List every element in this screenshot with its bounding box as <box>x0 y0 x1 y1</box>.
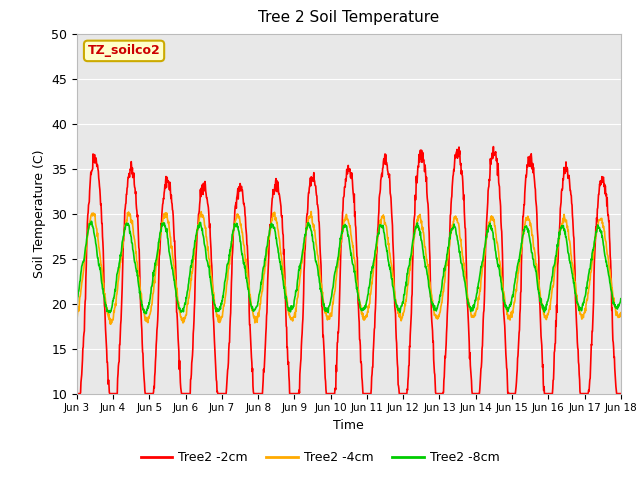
Line: Tree2 -4cm: Tree2 -4cm <box>77 212 621 324</box>
Text: TZ_soilco2: TZ_soilco2 <box>88 44 161 58</box>
Tree2 -2cm <box>553 302 561 308</box>
Tree2 -8cm <box>182 301 189 307</box>
Tree2 -8cm <box>142 311 150 316</box>
Tree2 -2cm <box>73 391 81 396</box>
Tree2 -4cm <box>195 222 202 228</box>
Legend: Tree2 -2cm, Tree2 -4cm, Tree2 -8cm: Tree2 -2cm, Tree2 -4cm, Tree2 -8cm <box>136 446 504 469</box>
Tree2 -8cm <box>73 300 81 306</box>
Title: Tree 2 Soil Temperature: Tree 2 Soil Temperature <box>258 11 440 25</box>
Tree2 -2cm <box>255 391 262 396</box>
X-axis label: Time: Time <box>333 419 364 432</box>
Tree2 -2cm <box>194 224 202 230</box>
Tree2 -4cm <box>505 312 513 318</box>
Tree2 -8cm <box>617 296 625 301</box>
Line: Tree2 -2cm: Tree2 -2cm <box>77 146 621 394</box>
Tree2 -2cm <box>180 391 188 396</box>
Tree2 -8cm <box>434 302 442 308</box>
Tree2 -2cm <box>505 390 513 396</box>
Tree2 -4cm <box>107 321 115 327</box>
Tree2 -4cm <box>617 310 625 316</box>
Tree2 -8cm <box>255 291 263 297</box>
Tree2 -4cm <box>181 314 189 320</box>
Tree2 -8cm <box>195 224 202 230</box>
Line: Tree2 -8cm: Tree2 -8cm <box>77 221 621 313</box>
Tree2 -8cm <box>553 246 561 252</box>
Tree2 -4cm <box>255 310 263 315</box>
Tree2 -2cm <box>617 391 625 396</box>
Tree2 -4cm <box>307 209 315 215</box>
Tree2 -4cm <box>73 314 81 320</box>
Tree2 -2cm <box>490 144 497 149</box>
Y-axis label: Soil Temperature (C): Soil Temperature (C) <box>33 149 45 278</box>
Tree2 -2cm <box>433 391 441 396</box>
Tree2 -8cm <box>505 305 513 311</box>
Tree2 -4cm <box>434 314 442 320</box>
Tree2 -4cm <box>553 252 561 258</box>
Tree2 -8cm <box>88 218 95 224</box>
